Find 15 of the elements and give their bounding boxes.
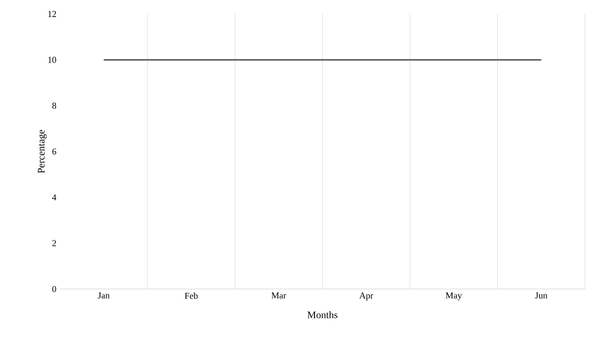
x-tick-label: Mar bbox=[272, 292, 286, 299]
x-tick-label: Jun bbox=[535, 292, 548, 299]
x-tick-label: Jan bbox=[98, 292, 110, 299]
x-tick-label: Feb bbox=[184, 292, 198, 299]
x-tick-label: Apr bbox=[359, 292, 374, 300]
y-tick-label: 4 bbox=[52, 194, 56, 200]
y-axis-title: Percentage bbox=[38, 130, 47, 174]
y-tick-label: 8 bbox=[52, 102, 56, 109]
y-tick-label: 6 bbox=[52, 148, 56, 155]
y-tick-label: 10 bbox=[48, 56, 56, 63]
y-tick-label: 2 bbox=[52, 240, 56, 246]
x-tick-label: May bbox=[446, 292, 462, 300]
y-tick-label: 0 bbox=[52, 286, 56, 292]
y-tick-label: 12 bbox=[48, 11, 56, 17]
x-axis-title: Months bbox=[308, 311, 338, 318]
